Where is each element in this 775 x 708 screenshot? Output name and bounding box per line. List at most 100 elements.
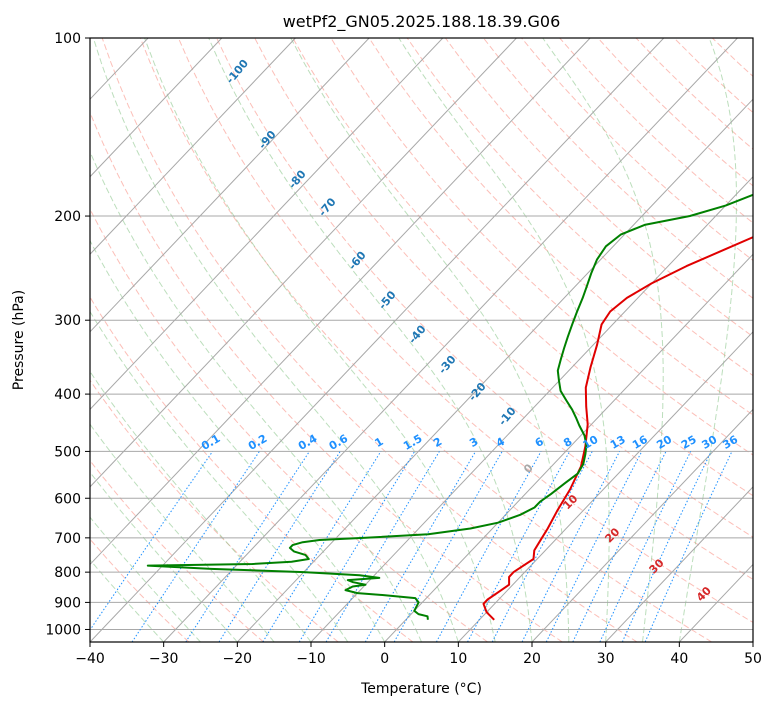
moist-adiabat-line xyxy=(144,38,496,642)
x-tick-label: 0 xyxy=(380,651,389,667)
mixing-ratio-line xyxy=(545,451,643,642)
dry-adiabat-line xyxy=(216,38,753,580)
dry-adiabat-line xyxy=(635,38,753,150)
dry-adiabat-line xyxy=(292,38,753,497)
y-tick-label: 500 xyxy=(54,444,81,460)
mixing-ratio-line xyxy=(467,451,571,642)
dry-adiabat-label: -70 xyxy=(316,195,339,219)
y-tick-label: 300 xyxy=(54,313,81,329)
dry-adiabat-line xyxy=(254,38,753,538)
moist-adiabats xyxy=(90,38,737,642)
mixing-ratio-label: 16 xyxy=(630,433,650,452)
isotherm-line xyxy=(0,38,1,642)
mixing-ratio-line xyxy=(393,451,503,642)
mixing-ratio-label: 25 xyxy=(679,433,699,452)
moist-adiabat-line xyxy=(678,38,737,642)
x-tick-label: −40 xyxy=(75,651,105,667)
x-tick-label: −30 xyxy=(149,651,179,667)
mixing-ratio-line xyxy=(435,451,542,642)
y-tick-label: 900 xyxy=(54,595,81,611)
mixing-ratio-label: 0.1 xyxy=(199,432,222,453)
mixing-ratio-line xyxy=(90,451,214,631)
mixing-ratio-label: 1 xyxy=(373,435,386,450)
mixing-ratio-line xyxy=(572,451,667,642)
plot-frame xyxy=(89,37,754,643)
moist-adiabat-line xyxy=(208,38,533,642)
data-series xyxy=(146,193,753,621)
isotherm-line xyxy=(90,38,517,488)
mixing-ratio-line xyxy=(644,451,733,642)
y-axis: 100 200 300 400 500 600 700 800 900 1000 xyxy=(45,31,90,638)
isotherm-line xyxy=(163,38,738,642)
dry-adiabat-line xyxy=(101,38,638,642)
moist-adiabat-line xyxy=(398,38,610,642)
mixing-ratio-line xyxy=(185,451,310,642)
isotherm-line xyxy=(90,38,444,411)
x-tick-label: 40 xyxy=(670,651,688,667)
isotherm-line xyxy=(384,253,753,642)
moist-adiabat-line xyxy=(90,310,349,642)
dry-adiabat-line xyxy=(521,38,753,262)
mixing-ratio-label: 13 xyxy=(608,433,628,452)
moist-adiabat-line xyxy=(90,370,312,642)
plot-area xyxy=(0,38,753,642)
mixing-ratio-lines xyxy=(90,451,733,642)
mixing-ratio-line xyxy=(491,451,593,642)
mixing-ratio-label: 1.5 xyxy=(401,432,424,453)
mixing-ratio-label: 3 xyxy=(467,435,480,450)
mixing-ratio-line xyxy=(298,451,416,642)
dewpoint-profile-line xyxy=(146,193,753,620)
isotherm-line xyxy=(236,98,753,642)
mixing-ratio-line xyxy=(521,451,621,642)
dry-adiabat-labels: -90 -80 -70 -60 -50 -40 -30 -20 -10 -100 xyxy=(223,57,518,428)
dry-adiabat-label: -50 xyxy=(376,288,399,312)
isotherm-line xyxy=(605,486,753,642)
isotherm-line xyxy=(90,38,591,566)
dry-adiabat-line xyxy=(597,38,753,187)
isotherm-line xyxy=(531,408,753,642)
moist-adiabat-line xyxy=(90,516,201,642)
isotherm-line xyxy=(90,38,296,256)
dry-adiabat-line xyxy=(483,38,753,299)
x-tick-label: 50 xyxy=(744,651,762,667)
y-tick-label: 200 xyxy=(54,209,81,225)
dry-adiabat-label: -20 xyxy=(466,380,489,404)
mixing-ratio-line xyxy=(599,451,692,642)
isotherm-line xyxy=(457,331,753,642)
moist-adiabat-label: 10 xyxy=(560,492,580,512)
dry-adiabat-label: -40 xyxy=(406,322,429,346)
moist-adiabat-line xyxy=(90,150,422,642)
mixing-ratio-label: 30 xyxy=(700,433,720,452)
dry-adiabat-line xyxy=(177,38,753,623)
dry-adiabat-line xyxy=(90,208,488,642)
y-tick-label: 700 xyxy=(54,531,81,547)
dry-adiabat-line xyxy=(90,379,339,642)
mixing-ratio-label: 36 xyxy=(720,433,740,452)
x-tick-label: 30 xyxy=(597,651,615,667)
mixing-ratio-line xyxy=(218,451,341,642)
dry-adiabat-line xyxy=(368,38,753,416)
moist-adiabat-line xyxy=(90,239,386,642)
y-axis-label: Pressure (hPa) xyxy=(11,290,27,390)
moist-adiabat-line xyxy=(90,471,238,642)
dry-adiabat-line xyxy=(711,38,753,78)
moist-adiabat-label: 20 xyxy=(602,525,622,545)
mixing-ratio-label: 0.4 xyxy=(296,432,320,453)
dry-adiabat-line xyxy=(406,38,753,377)
dry-adiabat-line xyxy=(750,38,753,42)
x-tick-label: −10 xyxy=(296,651,326,667)
dry-adiabat-label: -30 xyxy=(436,353,459,377)
dry-adiabat-label: -10 xyxy=(496,404,519,428)
dry-adiabat-line xyxy=(90,459,264,642)
isotherm-line xyxy=(90,38,223,178)
isotherm-line xyxy=(90,38,370,333)
y-tick-label: 1000 xyxy=(45,622,81,638)
mixing-ratio-line xyxy=(131,451,260,642)
isotherms xyxy=(0,38,753,642)
dry-adiabat-label: -80 xyxy=(286,167,309,191)
x-tick-label: 10 xyxy=(449,651,467,667)
x-tick-label: 20 xyxy=(523,651,541,667)
dry-adiabat-label: -60 xyxy=(346,249,369,273)
